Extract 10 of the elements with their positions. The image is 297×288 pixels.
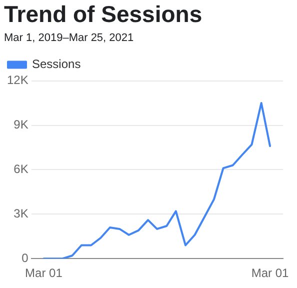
x-tick-label: Mar 01 [25, 266, 63, 280]
chart-subtitle: Mar 1, 2019–Mar 25, 2021 [4, 32, 134, 44]
legend-label: Sessions [32, 57, 81, 72]
y-tick-label: 12K [6, 73, 28, 88]
x-tick-label: Mar 01 [251, 266, 289, 280]
y-tick-label: 3K [14, 206, 28, 220]
y-tick-label: 9K [14, 118, 28, 132]
y-tick-label: 6K [14, 162, 28, 176]
y-tick-label: 0 [22, 250, 29, 265]
chart-title: Trend of Sessions [4, 1, 202, 28]
